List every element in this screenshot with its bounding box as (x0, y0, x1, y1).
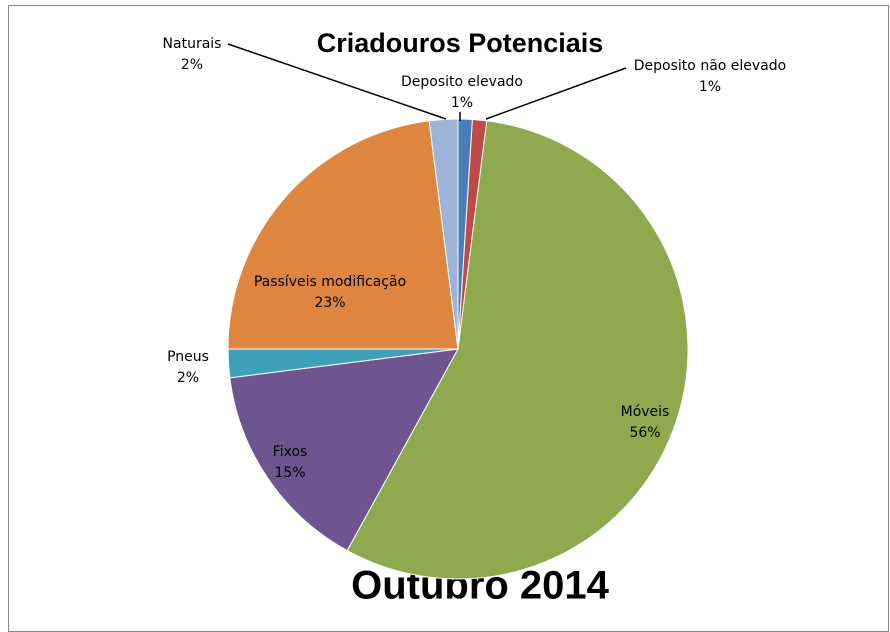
slice-label: Naturais (163, 36, 222, 52)
slice-label: Passíveis modificação (254, 274, 406, 290)
pie-slice (229, 348, 459, 552)
slice-value-label: 15% (274, 465, 305, 481)
slice-label: Fixos (273, 444, 308, 460)
slice-label: Deposito não elevado (634, 58, 786, 74)
slice-value-label: 2% (177, 370, 199, 386)
pie-slice (428, 118, 459, 350)
slice-value-label: 56% (629, 425, 660, 441)
slice-value-label: 1% (451, 95, 473, 111)
pie-slice (227, 120, 459, 350)
slice-value-label: 1% (699, 79, 721, 95)
leader-line (227, 43, 447, 120)
slice-label: Pneus (167, 349, 209, 365)
slice-label: Deposito elevado (401, 74, 523, 90)
slice-label: Móveis (621, 404, 670, 420)
leader-line (485, 67, 627, 120)
pie-slice (346, 120, 689, 580)
chart-title: Criadouros Potenciais (317, 28, 604, 58)
slice-value-label: 2% (181, 57, 203, 73)
slice-value-label: 23% (314, 295, 345, 311)
